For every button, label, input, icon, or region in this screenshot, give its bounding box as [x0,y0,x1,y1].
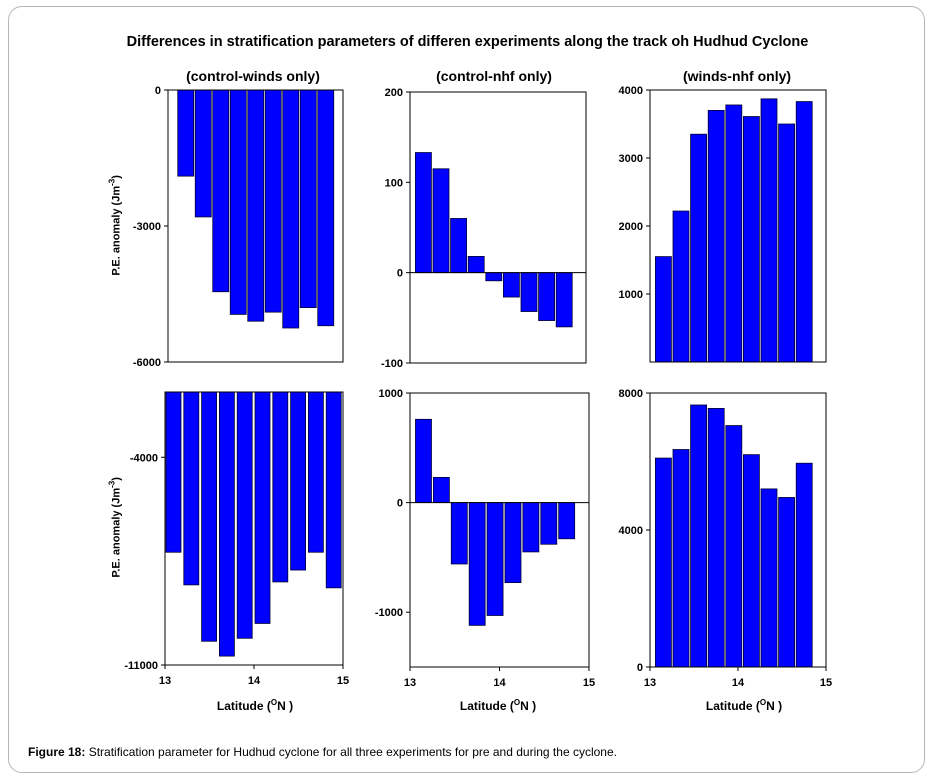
chart-3-ytick-label-4: 1000 [619,289,643,301]
chart-2-bar-4 [467,256,485,274]
chart-3-bar-4 [707,110,725,363]
chart-3-bar-7 [760,98,778,363]
chart-2-ytick-label-4: -100 [381,358,403,370]
chart-2-bar-5 [485,272,503,282]
chart-1-ytick-label-1: 0 [155,85,161,97]
chart-6-ytick-label-2: 4000 [619,525,643,537]
chart-5-bar-1 [415,418,432,503]
chart-4-bar-5 [236,391,253,639]
chart-6-xtick-label-1: 13 [644,677,656,689]
chart-4-bar-7 [272,391,289,583]
chart-4-bar-6 [254,391,271,624]
chart-5-bar-2 [432,476,450,503]
chart-1-bar-5 [247,89,265,322]
chart-3-bar-2 [672,210,690,363]
chart-2-ytick-label-3: 0 [397,268,403,280]
chart-3-ytick-label-2: 3000 [619,153,643,165]
chart-1-bar-6 [264,89,282,313]
column-title-control-winds: (control-winds only) [186,68,320,84]
chart-3-ytick-label-1: 4000 [619,85,643,97]
chart-1-bar-4 [229,89,247,315]
chart-3-ytick-label-3: 2000 [619,221,643,233]
column-title-winds-nhf: (winds-nhf only) [682,68,792,84]
chart-1-bar-7 [282,89,300,329]
chart-3-bar-1 [655,256,672,363]
chart-2-bar-2 [432,168,450,274]
chart-5-ytick-label-2: 0 [397,498,403,510]
chart-5-bar-3 [450,502,468,565]
chart-4-xtick-label-2: 14 [248,675,261,687]
chart-6-bar-6 [743,454,760,668]
chart-1-ytick-label-2: -3000 [133,221,161,233]
chart-3-bar-5 [725,104,743,363]
figure-title: Differences in stratification parameters… [126,34,809,50]
chart-5-xtick-label-1: 13 [404,677,416,689]
chart-6-ytick-label-3: 0 [637,662,643,674]
chart-1-bar-9 [317,89,335,327]
chart-6-bar-9 [795,462,813,668]
chart-1-ytick-label-3: -6000 [133,357,161,369]
chart-5-ytick-label-3: -1000 [375,607,403,619]
chart-2-ytick-label-2: 100 [385,177,403,189]
chart-6-bar-3 [690,404,707,668]
chart-5-bar-8 [540,502,558,545]
chart-2-bar-1 [414,152,432,274]
chart-6-bar-5 [725,425,743,668]
chart-2-ytick-label-1: 200 [385,87,403,99]
x-axis-label-1: Latitude (ON ) [216,698,294,713]
chart-4-ytick-label-1: -4000 [130,452,158,464]
chart-3-bar-6 [743,116,760,363]
chart-1-bar-3 [212,89,230,293]
chart-1-bar-2 [194,89,212,218]
x-axis-label-2: Latitude (ON ) [459,698,537,713]
chart-4-bar-3 [201,391,218,642]
chart-4-bar-9 [307,391,324,553]
chart-4-bar-4 [218,391,235,657]
chart-4-bar-8 [290,391,307,571]
chart-2-bar-6 [502,272,520,298]
chart-6-bar-1 [655,457,672,668]
chart-5-xtick-label-3: 15 [583,677,595,689]
chart-4-xtick-label-1: 13 [159,675,171,687]
chart-2-bar-3 [450,218,468,274]
chart-2-bar-8 [538,272,555,321]
chart-3-bar-9 [795,101,813,363]
chart-4-xtick-label-3: 15 [337,675,349,687]
chart-2-frame [409,91,587,364]
chart-5-bar-4 [468,502,486,626]
chart-5-bar-7 [522,502,540,553]
chart-3-bar-3 [690,133,707,363]
column-title-control-nhf: (control-nhf only) [436,68,552,84]
chart-4-bar-10 [325,391,342,589]
chart-5-bar-9 [558,502,576,540]
chart-6-bar-8 [778,497,795,668]
chart-6-bar-7 [760,488,778,668]
chart-4-ytick-label-2: -11000 [124,660,158,672]
chart-3-bar-8 [778,123,795,363]
chart-2-bar-9 [555,272,573,328]
chart-5-ytick-label-1: 1000 [379,388,403,400]
chart-4-bar-2 [183,391,200,586]
chart-5-xtick-label-2: 14 [493,677,506,689]
chart-5-bar-5 [486,502,504,616]
chart-6-ytick-label-1: 8000 [619,388,643,400]
figure-caption: Figure 18: Stratification parameter for … [28,745,617,759]
chart-1-bar-8 [299,89,317,309]
chart-4-bar-1 [165,391,182,553]
chart-6-bar-4 [707,408,725,668]
chart-1-bar-1 [177,89,195,177]
chart-6-xtick-label-3: 15 [820,677,832,689]
chart-2-bar-7 [520,272,538,312]
chart-6-xtick-label-2: 14 [732,677,745,689]
x-axis-label-3: Latitude (ON ) [705,698,783,713]
chart-5-bar-6 [504,502,522,584]
chart-6-bar-2 [672,449,690,668]
